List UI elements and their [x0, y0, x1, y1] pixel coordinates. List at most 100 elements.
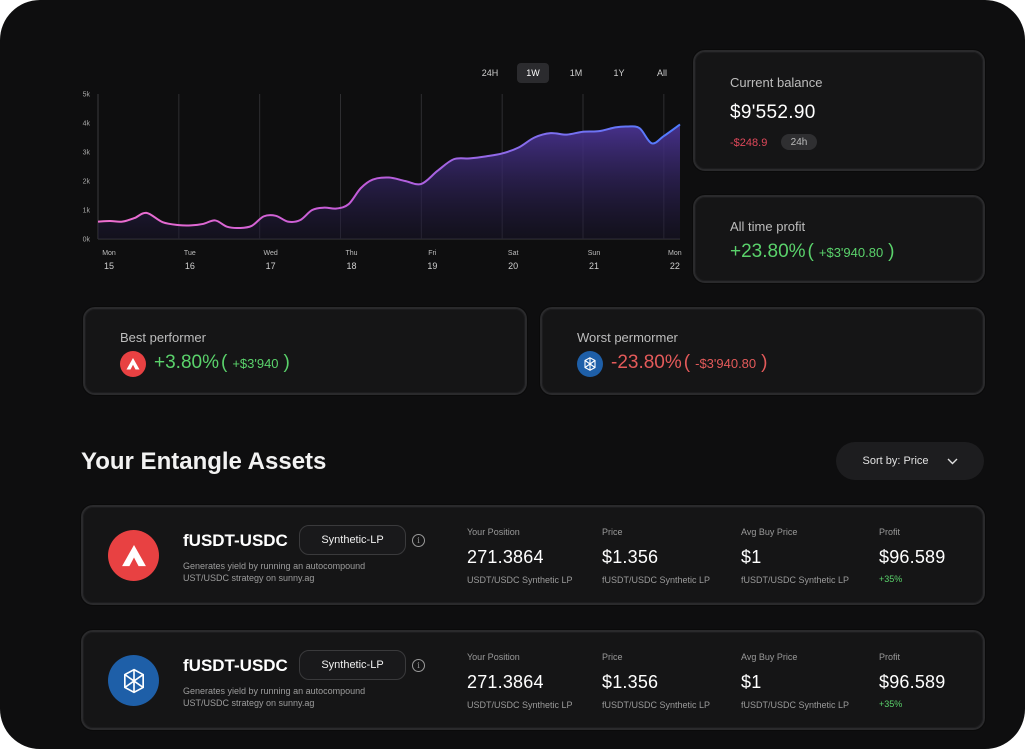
- avg-buy-price-label: Avg Buy Price: [741, 527, 798, 537]
- x-tick-date: 21: [589, 261, 599, 271]
- x-tick-day: Mon: [102, 250, 116, 257]
- x-tick-date: 19: [427, 261, 437, 271]
- asset-name: fUSDT-USDC: [183, 531, 288, 550]
- avg-buy-price-sub: fUSDT/USDC Synthetic LP: [741, 575, 850, 585]
- asset-description-line: Generates yield by running an autocompou…: [183, 686, 366, 696]
- x-tick-date: 20: [508, 261, 518, 271]
- price-label: Price: [602, 652, 623, 662]
- avalanche-icon: [120, 351, 146, 377]
- assets-section-title: Your Entangle Assets: [81, 448, 327, 475]
- asset-type-tag: Synthetic-LP: [299, 650, 406, 680]
- asset-description: Generates yield by running an autocompou…: [183, 560, 403, 584]
- current-balance-card: Current balance $9'552.90 -$248.9 24h: [693, 50, 985, 171]
- asset-description: Generates yield by running an autocompou…: [183, 685, 403, 709]
- y-tick-label: 1k: [83, 208, 91, 215]
- best-amount: +$3'940: [232, 356, 279, 371]
- profit-percent-sub: +35%: [879, 699, 903, 709]
- chart-series-line: [97, 123, 681, 230]
- position-sub: USDT/USDC Synthetic LP: [467, 575, 573, 585]
- asset-description-line: Generates yield by running an autocompou…: [183, 561, 366, 571]
- avg-buy-price-value: $1: [741, 672, 762, 692]
- position-value: 271.3864: [467, 547, 544, 567]
- current-balance-label: Current balance: [730, 75, 823, 90]
- all-time-profit-label: All time profit: [730, 219, 806, 234]
- profit-value: $96.589: [879, 672, 946, 692]
- all-time-profit-card: All time profit +23.80% ( +$3'940.80 ): [693, 195, 985, 283]
- range-tab-1m[interactable]: 1M: [569, 68, 583, 78]
- best-performer-label: Best performer: [120, 330, 206, 345]
- paren-close: ): [283, 352, 290, 373]
- profit-percent: +23.80%: [730, 241, 806, 262]
- x-tick-day: Sun: [588, 250, 601, 257]
- asset-description-line: UST/USDC strategy on sunny.ag: [183, 573, 315, 583]
- worst-performer-label: Worst permormer: [577, 330, 678, 345]
- balance-change-value: -$248.9: [730, 137, 768, 149]
- price-value: $1.356: [602, 547, 659, 567]
- chevron-down-icon: [947, 458, 958, 464]
- x-tick-day: Thu: [345, 250, 357, 257]
- x-tick-date: 22: [670, 261, 680, 271]
- info-icon[interactable]: i: [412, 534, 425, 547]
- price-sub: fUSDT/USDC Synthetic LP: [602, 700, 711, 710]
- range-tab-1y[interactable]: 1Y: [613, 68, 625, 78]
- y-tick-label: 2k: [83, 179, 91, 186]
- range-tab-1w[interactable]: 1W: [517, 63, 549, 83]
- info-icon[interactable]: i: [412, 659, 425, 672]
- range-tab-24h[interactable]: 24H: [481, 68, 499, 78]
- period-badge: 24h: [781, 134, 817, 150]
- x-tick-date: 16: [185, 261, 195, 271]
- asset-name: fUSDT-USDC: [183, 656, 288, 675]
- position-sub: USDT/USDC Synthetic LP: [467, 700, 573, 710]
- balance-chart: 0k 1k 2k 3k 4k 5k Mon 15 Tue 16 Wed 17 Thu 18 Fri 19 Sa…: [83, 92, 682, 272]
- best-performer-value: +3.80% ( +$3'940 ): [154, 352, 290, 374]
- worst-performer-card: Worst permormer -23.80% ( -$3'940.80 ): [540, 307, 985, 395]
- paren-open: (: [683, 352, 691, 373]
- avg-buy-price-sub: fUSDT/USDC Synthetic LP: [741, 700, 850, 710]
- paren-open: (: [807, 241, 814, 262]
- x-tick-date: 17: [266, 261, 276, 271]
- profit-amount: +$3'940.80: [818, 245, 884, 260]
- paren-close: ): [761, 352, 768, 373]
- paren-open: (: [220, 352, 228, 373]
- y-tick-label: 5k: [83, 92, 91, 99]
- avg-buy-price-label: Avg Buy Price: [741, 652, 798, 662]
- x-tick-day: Sat: [508, 250, 519, 257]
- x-tick-day: Mon: [668, 250, 682, 257]
- y-tick-label: 0k: [83, 237, 91, 244]
- profit-label: Profit: [879, 527, 901, 537]
- position-label: Your Position: [467, 527, 520, 537]
- chart-area-fill: [98, 124, 680, 239]
- x-tick-date: 18: [346, 261, 356, 271]
- chart-range-tabs: 24H 1W 1M 1Y All: [474, 63, 678, 83]
- x-tick-day: Tue: [184, 250, 196, 257]
- position-value: 271.3864: [467, 672, 544, 692]
- range-tab-all[interactable]: All: [656, 68, 667, 78]
- asset-type-tag: Synthetic-LP: [299, 525, 406, 555]
- x-tick-day: Wed: [264, 250, 278, 257]
- best-percent: +3.80%: [154, 352, 219, 373]
- x-tick-date: 15: [104, 261, 114, 271]
- y-tick-label: 4k: [83, 121, 91, 128]
- fantom-icon: [108, 655, 159, 706]
- profit-value: $96.589: [879, 547, 946, 567]
- x-tick-day: Fri: [428, 250, 437, 257]
- avg-buy-price-value: $1: [741, 547, 762, 567]
- best-performer-card: Best performer +3.80% ( +$3'940 ): [83, 307, 527, 395]
- avalanche-icon: [108, 530, 159, 581]
- worst-performer-value: -23.80% ( -$3'940.80 ): [611, 352, 767, 374]
- fantom-icon: [577, 351, 603, 377]
- price-label: Price: [602, 527, 623, 537]
- sort-button[interactable]: Sort by: Price: [836, 442, 984, 480]
- price-value: $1.356: [602, 672, 659, 692]
- asset-description-line: UST/USDC strategy on sunny.ag: [183, 698, 315, 708]
- asset-row[interactable]: fUSDT-USDC Synthetic-LP i Generates yiel…: [81, 630, 985, 730]
- profit-label: Profit: [879, 652, 901, 662]
- y-tick-label: 3k: [83, 150, 91, 157]
- current-balance-value: $9'552.90: [730, 102, 816, 123]
- worst-amount: -$3'940.80: [695, 356, 757, 371]
- paren-close: ): [888, 241, 895, 262]
- position-label: Your Position: [467, 652, 520, 662]
- price-sub: fUSDT/USDC Synthetic LP: [602, 575, 711, 585]
- asset-row[interactable]: fUSDT-USDC Synthetic-LP i Generates yiel…: [81, 505, 985, 605]
